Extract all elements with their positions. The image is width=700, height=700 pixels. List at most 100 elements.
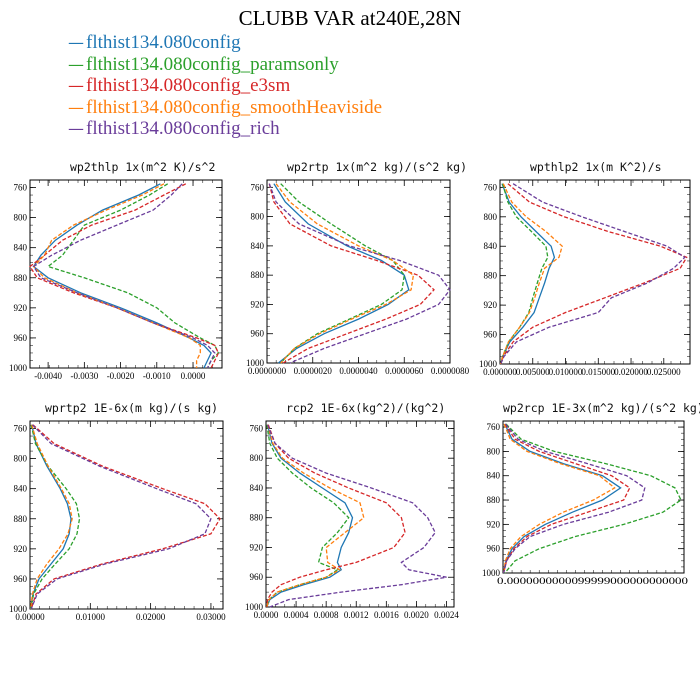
y-tick-label: 960: [487, 544, 501, 554]
legend-line-icon: —: [68, 97, 84, 117]
y-tick-label: 880: [14, 273, 28, 283]
y-tick-label: 1000: [246, 358, 265, 368]
series-line: [502, 423, 646, 574]
y-tick-label: 960: [484, 330, 498, 340]
series-line: [500, 183, 556, 365]
x-tick-label: 0.015000: [581, 367, 615, 377]
x-tick-label: 0.0000040: [339, 366, 378, 376]
y-tick-label: 960: [251, 329, 265, 339]
x-tick-label: 0.0000080: [431, 366, 470, 376]
x-tick-label: 0.0024: [434, 610, 459, 620]
chart-title: wpthlp2 1x(m K^2)/s: [530, 160, 662, 174]
x-tick-label: 0.0000: [181, 371, 206, 381]
y-tick-label: 880: [250, 513, 264, 523]
y-tick-label: 880: [487, 495, 501, 505]
series-line: [500, 183, 686, 365]
y-tick-label: 880: [484, 271, 498, 281]
chart-panel: wprtp2 1E-6x(m kg)/(s kg) 760 800 840 880 920…: [9, 401, 226, 622]
y-tick-label: 920: [251, 299, 265, 309]
x-tick-label: -0.0040: [34, 371, 62, 381]
plot-frame: [502, 420, 685, 574]
figure-title: CLUBB VAR at240E,28N: [238, 6, 462, 30]
legend-label: flthist134.080config_e3sm: [86, 75, 291, 96]
legend-line-icon: —: [68, 33, 84, 52]
y-tick-label: 760: [14, 424, 28, 434]
y-tick-label: 960: [14, 574, 28, 584]
x-tick-label: 0.010000: [549, 367, 583, 377]
x-tick-label: 0.0000020: [294, 366, 333, 376]
y-tick-label: 760: [251, 182, 265, 192]
x-tick-label: 0.03000: [196, 612, 226, 622]
plot-frame: [266, 179, 451, 364]
y-tick-label: 920: [484, 300, 498, 310]
series-line: [266, 424, 350, 608]
y-tick-label: 920: [14, 303, 28, 313]
y-tick-label: 960: [14, 333, 28, 343]
y-tick-label: 920: [14, 544, 28, 554]
legend-label: flthist134.080config_rich: [86, 118, 280, 139]
chart-panel: rcp2 1E-6x(kg^2)/(kg^2) 760 800 840 880 920 96…: [245, 401, 459, 620]
y-tick-label: 1000: [482, 568, 501, 578]
series-line: [30, 424, 221, 610]
series-line: [32, 183, 216, 369]
series-line: [280, 183, 405, 364]
y-tick-label: 1000: [245, 602, 264, 612]
y-tick-label: 880: [251, 270, 265, 280]
series-line: [268, 183, 435, 364]
series-line: [32, 183, 201, 368]
y-tick-label: 840: [250, 483, 264, 493]
legend-label: flthist134.080config: [86, 32, 241, 53]
y-tick-label: 760: [14, 183, 28, 193]
series-line: [273, 183, 410, 364]
x-tick-label: 0.000000: [483, 367, 517, 377]
y-tick-label: 920: [250, 542, 264, 552]
plot-frame: [29, 420, 224, 610]
y-tick-label: 800: [484, 212, 498, 222]
x-tick-label: -0.0030: [70, 371, 98, 381]
x-tick-label: 0.025000: [647, 367, 681, 377]
series-line: [500, 183, 563, 365]
series-line: [500, 183, 549, 365]
chart-title: rcp2 1E-6x(kg^2)/(kg^2): [286, 401, 445, 415]
y-tick-label: 840: [484, 241, 498, 251]
y-tick-label: 960: [250, 572, 264, 582]
y-tick-label: 760: [487, 422, 501, 432]
y-tick-label: 920: [487, 519, 501, 529]
series-line: [502, 423, 622, 574]
x-tick-label: 0.0000000: [248, 366, 287, 376]
x-tick-label: 0.0000060: [385, 366, 424, 376]
legend: — flthist134.080config — flthist134.080con…: [68, 32, 382, 140]
x-tick-label: 0.0000000000099999000000000000: [497, 576, 689, 586]
legend-line-icon: —: [68, 76, 84, 95]
chart-title: wp2thlp 1x(m^2 K)/s^2: [70, 160, 215, 174]
y-tick-label: 1000: [9, 604, 28, 614]
legend-label: flthist134.080config_paramsonly: [86, 53, 339, 75]
series-line: [502, 423, 616, 574]
x-tick-label: 0.005000: [516, 367, 550, 377]
y-tick-label: 840: [14, 243, 28, 253]
y-tick-label: 840: [487, 471, 501, 481]
y-tick-label: 760: [484, 182, 498, 192]
legend-entry: — flthist134.080config_paramsonly: [68, 54, 382, 76]
series-line: [266, 424, 365, 608]
x-tick-label: -0.0010: [143, 371, 171, 381]
x-tick-label: 0.0004: [284, 610, 309, 620]
y-tick-label: 800: [14, 213, 28, 223]
chart-panel: wpthlp2 1x(m K^2)/s 760 800 840 880 920 960 100…: [479, 160, 691, 377]
legend-entry: — flthist134.080config_e3sm: [68, 75, 382, 97]
x-tick-label: 0.0012: [344, 610, 369, 620]
legend-entry: — flthist134.080config_rich: [68, 118, 382, 140]
y-tick-label: 760: [250, 423, 264, 433]
chart-panel: wp2thlp 1x(m^2 K)/s^2 760 800 840 880 920 960 1…: [9, 160, 223, 381]
legend-label: flthist134.080config_smoothHeaviside: [86, 96, 383, 118]
legend-entry: — flthist134.080config_smoothHeaviside: [68, 97, 382, 119]
series-line: [266, 424, 447, 608]
y-tick-label: 800: [250, 453, 264, 463]
series-line: [29, 424, 81, 610]
legend-entry: — flthist134.080config: [68, 32, 382, 54]
chart-title: wp2rcp 1E-3x(m^2 kg)/(s^2 kg): [503, 401, 700, 415]
y-tick-label: 840: [14, 484, 28, 494]
chart-panel: wp2rtp 1x(m^2 kg)/(s^2 kg) 760 800 840 880 92…: [246, 160, 470, 376]
chart-panel: wp2rcp 1E-3x(m^2 kg)/(s^2 kg)760 800 840 88…: [482, 401, 700, 586]
